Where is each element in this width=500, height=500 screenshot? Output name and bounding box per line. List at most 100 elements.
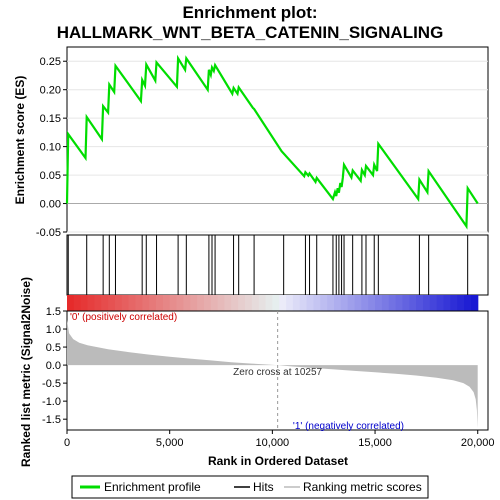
rank-color-segment — [306, 295, 315, 311]
chart-title-line2: HALLMARK_WNT_BETA_CATENIN_SIGNALING — [57, 23, 444, 42]
es-y-axis-label: Enrichment score (ES) — [13, 76, 27, 205]
rank-color-segment — [286, 295, 294, 311]
rank-color-segment — [347, 295, 356, 311]
rank-color-segment — [203, 295, 212, 311]
es-y-tick-label: 0.00 — [40, 199, 61, 211]
rank-color-segment — [429, 295, 438, 311]
rank-color-segment — [416, 295, 424, 311]
zero-cross-label: Zero cross at 10257 — [233, 367, 322, 378]
negative-correlation-label: '1' (negatively correlated) — [293, 421, 404, 432]
x-tick-label: 20,000 — [461, 437, 495, 449]
rank-color-segment — [395, 295, 404, 311]
es-y-tick-label: 0.25 — [40, 56, 61, 68]
metric-y-axis-label: Ranked list metric (Signal2Noise) — [19, 277, 33, 467]
rank-color-segment — [169, 295, 178, 311]
x-tick-label: 10,000 — [256, 437, 290, 449]
es-y-tick-label: 0.15 — [40, 113, 61, 125]
rank-color-segment — [450, 295, 458, 311]
rank-color-segment — [121, 295, 130, 311]
rank-color-segment — [101, 295, 109, 311]
metric-y-tick-label: -1.5 — [42, 414, 61, 426]
metric-y-axis-ticks: 1.5 1.0 0.5 0.0 -0.5 -1.0 -1.5 — [42, 306, 67, 426]
rank-color-segment — [142, 295, 150, 311]
hits-panel — [66, 234, 489, 296]
rank-color-segment — [333, 295, 342, 311]
rank-color-segment — [108, 295, 116, 311]
positive-correlation-label: '0' (positively correlated) — [70, 312, 177, 323]
ranked-metric-panel: 1.5 1.0 0.5 0.0 -0.5 -1.0 -1.5 0 5,000 10,000 15,… — [19, 277, 495, 468]
rank-color-segment — [470, 295, 479, 311]
hit-marks — [67, 235, 469, 295]
rank-color-segment — [443, 295, 451, 311]
chart-title-line1: Enrichment plot: — [182, 3, 317, 22]
rank-color-segment — [340, 295, 349, 311]
metric-y-tick-label: -1.0 — [42, 396, 61, 408]
es-y-tick-label: 0.20 — [40, 85, 61, 97]
metric-y-tick-label: -0.5 — [42, 378, 61, 390]
legend-hits-label: Hits — [253, 480, 274, 494]
rank-color-segment — [114, 295, 123, 311]
rank-color-segment — [155, 295, 164, 311]
rank-color-segment — [67, 295, 75, 311]
es-y-axis-ticks: 0.25 0.20 0.15 0.10 0.05 0.00 -0.05 — [36, 56, 67, 239]
rank-color-segment — [402, 295, 410, 311]
legend-enrichment-label: Enrichment profile — [104, 480, 201, 494]
rank-color-segment — [409, 295, 417, 311]
rank-color-segment — [128, 295, 137, 311]
rank-color-segment — [183, 295, 191, 311]
enrichment-score-panel: 0.25 0.20 0.15 0.10 0.05 0.00 -0.05 Enrichment… — [13, 46, 489, 239]
legend-metric-label: Ranking metric scores — [303, 480, 422, 494]
rank-color-segment — [87, 295, 95, 311]
rank-color-segment — [197, 295, 205, 311]
rank-color-segment — [272, 295, 280, 311]
rank-color-segment — [375, 295, 383, 311]
rank-color-segment — [190, 295, 198, 311]
rank-color-segment — [135, 295, 143, 311]
rank-color-segment — [464, 295, 472, 311]
es-y-tick-label: -0.05 — [36, 227, 61, 239]
rank-color-segment — [436, 295, 445, 311]
rank-color-segment — [265, 295, 273, 311]
rank-color-segment — [354, 295, 362, 311]
ranking-color-bar — [67, 295, 479, 311]
es-y-tick-label: 0.05 — [40, 170, 61, 182]
rank-color-segment — [258, 295, 267, 311]
rank-color-segment — [361, 295, 369, 311]
metric-y-tick-label: 1.5 — [46, 306, 61, 318]
rank-color-segment — [422, 295, 431, 311]
rank-color-segment — [381, 295, 390, 311]
rank-color-segment — [299, 295, 308, 311]
x-axis-label: Rank in Ordered Dataset — [208, 454, 348, 468]
rank-color-segment — [238, 295, 246, 311]
rank-color-segment — [457, 295, 465, 311]
rank-color-segment — [73, 295, 82, 311]
rank-color-segment — [327, 295, 335, 311]
rank-color-segment — [231, 295, 239, 311]
rank-color-segment — [388, 295, 397, 311]
rank-color-segment — [313, 295, 321, 311]
metric-y-tick-label: 1.0 — [46, 324, 61, 336]
rank-color-segment — [149, 295, 157, 311]
rank-color-segment — [320, 295, 328, 311]
rank-color-segment — [94, 295, 102, 311]
rank-color-segment — [368, 295, 376, 311]
metric-y-tick-label: 0.0 — [46, 360, 61, 372]
metric-y-tick-label: 0.5 — [46, 342, 61, 354]
x-tick-label: 15,000 — [358, 437, 392, 449]
rank-color-segment — [176, 295, 184, 311]
rank-color-segment — [162, 295, 171, 311]
rank-color-segment — [244, 295, 253, 311]
rank-color-segment — [292, 295, 301, 311]
es-plot-frame — [66, 46, 489, 233]
es-y-tick-label: 0.10 — [40, 142, 61, 154]
rank-color-segment — [210, 295, 219, 311]
x-tick-label: 5,000 — [156, 437, 184, 449]
rank-color-segment — [80, 295, 89, 311]
enrichment-profile-line — [65, 54, 479, 230]
rank-color-segment — [251, 295, 260, 311]
x-tick-label: 0 — [64, 437, 70, 449]
metric-x-axis-ticks: 0 5,000 10,000 15,000 20,000 — [64, 430, 495, 449]
hits-frame — [66, 234, 489, 296]
